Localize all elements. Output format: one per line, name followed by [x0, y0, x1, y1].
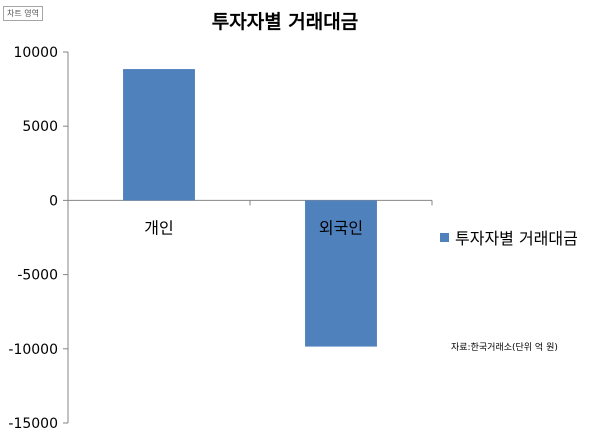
y-tick-label: -5000 — [17, 268, 58, 284]
y-tick-label: 10000 — [13, 45, 58, 61]
category-label: 개인 — [144, 218, 173, 237]
category-label: 외국인 — [319, 218, 363, 237]
chart-bars — [123, 69, 377, 347]
chart-labels: 10000 5000 0 -5000 -10000 -15000 개인 외국인 — [8, 45, 363, 432]
y-tick-label: -10000 — [8, 342, 58, 358]
bar-2 — [305, 200, 377, 347]
legend-label: 투자자별 거래대금 — [455, 229, 578, 248]
legend-swatch — [440, 232, 449, 242]
chart-title: 투자자별 거래대금 — [211, 11, 359, 33]
bar-1 — [123, 69, 195, 201]
y-tick-label: 5000 — [22, 119, 58, 135]
chart-area-tag[interactable]: 차트 영역 — [3, 6, 43, 21]
legend: 투자자별 거래대금 — [440, 225, 578, 249]
y-tick-label: 0 — [49, 193, 58, 209]
y-tick-label: -15000 — [8, 416, 58, 432]
source-note: 자료:한국거래소(단위 억 원) — [451, 343, 558, 353]
